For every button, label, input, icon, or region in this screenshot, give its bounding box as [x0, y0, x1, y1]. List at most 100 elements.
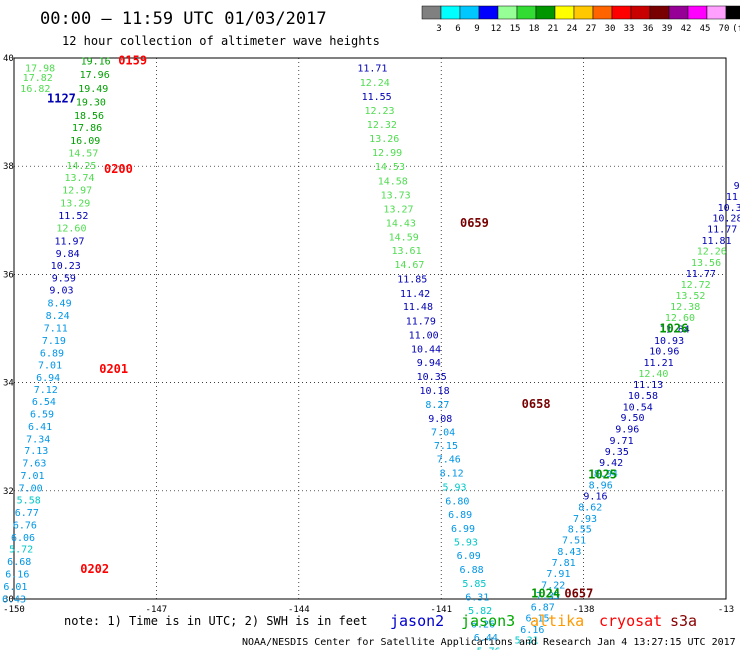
colorbar-label: 42 [681, 24, 692, 34]
colorbar-label: 30 [605, 24, 616, 34]
swh-value: 9.71 [610, 436, 634, 447]
swh-value: 14.59 [389, 233, 419, 244]
swh-value: 11.77 [686, 269, 716, 280]
swh-value: 11.97 [54, 236, 84, 247]
swh-value: 11.84 [660, 325, 690, 336]
y-tick-label: 30 [3, 595, 14, 605]
swh-value: 19.49 [78, 84, 108, 95]
pass-time-label: 1025 [588, 468, 617, 482]
colorbar-label: 21 [548, 24, 559, 34]
swh-value: 14.43 [386, 218, 416, 229]
pass-time-label: 0201 [99, 362, 128, 376]
swh-value: 14.25 [66, 161, 96, 172]
colorbar-label: 24 [567, 24, 578, 34]
swh-value: 11.77 [707, 224, 737, 235]
x-tick-label: -13 [718, 605, 734, 615]
pass-time-label: 1127 [47, 92, 76, 106]
swh-value: 9.6 [734, 181, 740, 192]
swh-value: 5.85 [462, 579, 486, 590]
y-tick-label: 40 [3, 54, 14, 64]
colorbar-label: 39 [662, 24, 673, 34]
swh-value: 7.00 [19, 484, 43, 495]
swh-value: 8.55 [568, 525, 592, 536]
swh-value: 10.54 [623, 402, 653, 413]
swh-value: 14.53 [375, 162, 405, 173]
pass-time-label: 0159 [118, 54, 147, 68]
swh-value: 6.89 [40, 348, 64, 359]
swh-value: 7.35 [536, 591, 560, 602]
swh-value: 5.93 [442, 482, 466, 493]
swh-value: 11.13 [633, 380, 663, 391]
time-labels: 0159 1127 0200 0201 0202 0659 0658 0657 1024 1025… [47, 54, 688, 601]
swh-value: 7.11 [44, 323, 68, 334]
swh-value: 11.71 [357, 64, 387, 75]
swh-value: 7.01 [38, 361, 62, 372]
swh-value: 8.12 [440, 468, 464, 479]
swh-value: 12.60 [56, 223, 86, 234]
pass-time-label: 0657 [564, 587, 593, 601]
swh-value: 5.76 [477, 646, 501, 650]
swh-value: 9.08 [428, 414, 452, 425]
chart-subtitle: 12 hour collection of altimeter wave hei… [62, 34, 380, 48]
swh-value: 7.12 [34, 385, 58, 396]
swh-value: 9.35 [605, 447, 629, 458]
swh-value: 9.16 [583, 492, 607, 503]
swh-value: 11.21 [644, 358, 674, 369]
swh-value: 12.97 [62, 185, 92, 196]
swh-value: 10.44 [411, 345, 441, 356]
swh-value: 7.91 [546, 569, 570, 580]
swh-value: 12.60 [665, 313, 695, 324]
colorbar-label: 15 [510, 24, 521, 34]
swh-value: 10.58 [628, 391, 658, 402]
swh-value: 14.67 [394, 260, 424, 271]
colorbar-label: 18 [529, 24, 540, 34]
grid-lines [14, 58, 726, 599]
satellite-name: altika [530, 612, 584, 630]
x-tick-label: -141 [430, 605, 452, 615]
swh-value: 7.19 [42, 336, 66, 347]
satellite-legend: jason2 jason3 altika cryosat s3a [390, 612, 697, 630]
swh-value: 12.40 [638, 369, 668, 380]
swh-value: 9.94 [417, 358, 441, 369]
swh-value: 10.96 [649, 347, 679, 358]
pass-time-label: 1024 [531, 587, 560, 601]
swh-value: 8.94 [594, 469, 618, 480]
swh-value: 17.98 [25, 64, 55, 75]
colorbar-label: 12 [491, 24, 502, 34]
swh-value: 8.49 [48, 299, 72, 310]
colorbar-swatch [649, 5, 670, 20]
swh-value: 14.58 [378, 176, 408, 187]
swh-value: 7.51 [562, 535, 586, 546]
swh-value: 6.16 [5, 570, 29, 581]
swh-value: 7.04 [431, 427, 455, 438]
swh-value: 8.96 [589, 480, 613, 491]
colorbar-swatch [611, 5, 632, 20]
swh-value: 13.74 [64, 173, 94, 184]
swh-value: 12.26 [697, 247, 727, 258]
swh-value: 10.38 [718, 203, 740, 214]
colorbar-label: 33 [624, 24, 635, 34]
swh-value: 7.46 [437, 454, 461, 465]
swh-value: 11.48 [403, 302, 433, 313]
axis-ticks: -150 -147 -144 -141 -138 -13 30 32 34 36 38 40 [3, 54, 734, 615]
swh-value: 17.96 [80, 70, 110, 81]
swh-value: 12.24 [360, 78, 390, 89]
swh-value: 6.99 [451, 524, 475, 535]
colorbar-label: 9 [474, 24, 479, 34]
swh-value: 7.34 [26, 434, 50, 445]
y-tick-label: 38 [3, 162, 14, 172]
swh-value: 19.16 [81, 57, 111, 68]
swh-value: 5.31 [515, 636, 539, 647]
swh-value: 6.31 [465, 592, 489, 603]
swh-value: 10.93 [654, 336, 684, 347]
swh-value: 6.77 [15, 508, 39, 519]
colorbar-swatch [535, 5, 556, 20]
x-tick-label: -138 [573, 605, 595, 615]
swh-value: 5.82 [468, 606, 492, 617]
colorbar-swatch [573, 5, 594, 20]
swh-value: 6.54 [32, 397, 56, 408]
colorbar-swatch [554, 5, 575, 20]
swh-value: 8.24 [46, 311, 70, 322]
pass-time-label: 0659 [460, 216, 489, 230]
